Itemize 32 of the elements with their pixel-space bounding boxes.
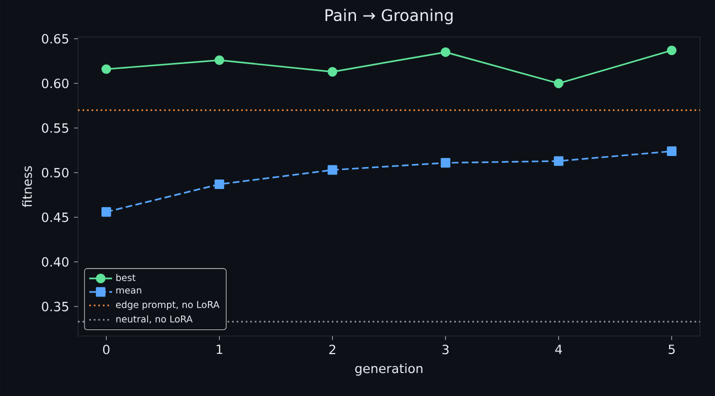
y-tick-label: 0.50 <box>42 168 68 178</box>
legend-label: best <box>116 274 136 282</box>
legend-label: mean <box>116 288 142 294</box>
point <box>214 179 224 190</box>
x-tick-label: 0 <box>103 344 110 354</box>
x-tick-label: 1 <box>216 344 222 354</box>
x-axis-title: generation <box>355 363 422 376</box>
point <box>666 146 677 156</box>
point <box>440 47 450 57</box>
x-tick-label: 5 <box>668 344 675 354</box>
point <box>554 78 564 88</box>
y-tick-label: 0.55 <box>42 123 68 133</box>
chart-title: Pain → Groaning <box>326 8 453 24</box>
point <box>101 64 112 74</box>
y-axis-title: fitness <box>22 166 32 208</box>
point <box>101 207 112 217</box>
y-tick-label: 0.45 <box>42 212 68 222</box>
legend-label: edge prompt, no LoRA <box>116 300 220 310</box>
point <box>666 46 677 56</box>
x-tick-label: 3 <box>442 344 449 354</box>
ref-line-label: neutral, no LoRA <box>116 315 193 324</box>
point <box>328 165 338 175</box>
point <box>554 156 564 166</box>
point <box>440 158 450 168</box>
y-tick-label: 0.40 <box>42 257 68 267</box>
y-tick-label: 0.35 <box>42 302 68 312</box>
y-tick-label: 0.60 <box>42 78 68 88</box>
x-tick-label: 4 <box>555 344 562 354</box>
y-tick-label: 0.65 <box>42 34 68 44</box>
x-tick-label: 2 <box>329 344 336 354</box>
point <box>214 55 224 65</box>
point <box>328 67 338 77</box>
